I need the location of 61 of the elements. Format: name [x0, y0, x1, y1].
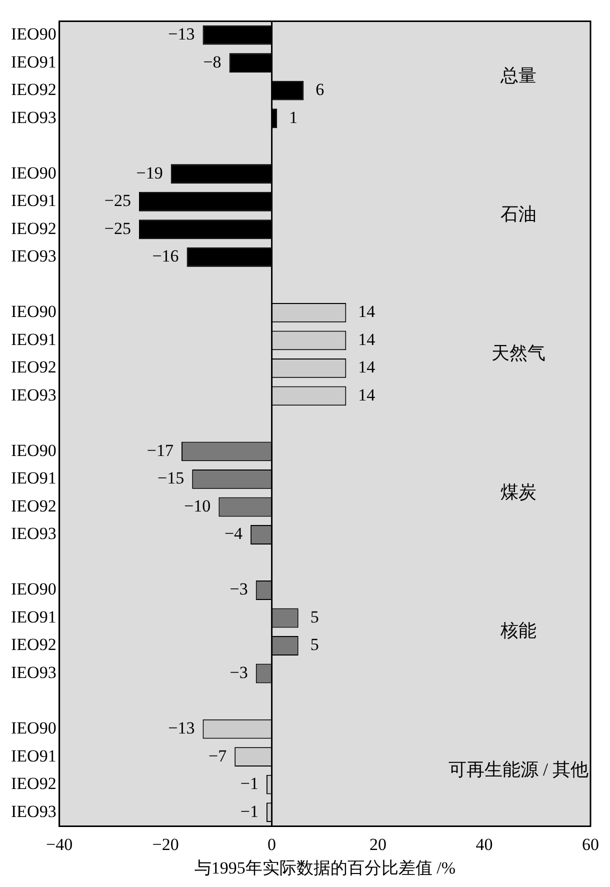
x-tick-label: −40: [46, 834, 73, 854]
y-tick-label: IEO91: [10, 191, 56, 210]
y-tick-label: IEO92: [10, 774, 56, 794]
y-tick-label: IEO90: [10, 580, 56, 599]
data-label: 14: [358, 330, 376, 349]
annotation: 总量: [500, 65, 536, 86]
data-label: −10: [184, 496, 211, 516]
data-label: −3: [230, 580, 248, 599]
y-tick-label: IEO92: [10, 635, 56, 654]
data-label: −1: [240, 802, 258, 821]
data-label: 14: [358, 302, 376, 322]
y-tick-label: IEO92: [10, 358, 56, 377]
x-tick-label: −20: [152, 834, 179, 854]
data-label: 5: [310, 635, 319, 654]
data-label: −25: [104, 191, 131, 210]
y-tick-label: IEO91: [10, 52, 56, 72]
data-label: 14: [358, 358, 376, 377]
annotation: 可再生能源 / 其他: [448, 759, 589, 780]
y-tick-label: IEO93: [10, 802, 56, 821]
x-tick-label: 20: [370, 834, 387, 854]
data-label: −25: [104, 218, 131, 238]
data-label: −3: [230, 662, 248, 682]
annotation: 煤炭: [500, 482, 536, 502]
y-tick-label: IEO93: [10, 246, 56, 266]
data-label: −13: [168, 718, 195, 738]
y-tick-label: IEO93: [10, 385, 56, 404]
data-label: −4: [224, 524, 244, 544]
data-label: 14: [358, 385, 376, 404]
data-label: −13: [168, 24, 195, 44]
y-tick-label: IEO90: [10, 302, 56, 322]
y-tick-label: IEO91: [10, 746, 56, 766]
x-tick-label: 0: [268, 834, 276, 854]
y-tick-label: IEO91: [10, 468, 56, 488]
y-tick-label: IEO90: [10, 24, 56, 44]
annotation: 核能: [500, 620, 536, 641]
data-label: −15: [158, 468, 184, 488]
y-tick-label: IEO90: [10, 718, 56, 738]
data-label: 6: [316, 80, 324, 100]
y-tick-label: IEO92: [10, 218, 56, 238]
data-label: −8: [203, 52, 222, 72]
y-tick-label: IEO93: [10, 524, 56, 544]
y-tick-label: IEO90: [10, 440, 56, 460]
y-tick-label: IEO90: [10, 163, 56, 182]
data-label: −7: [208, 746, 228, 766]
annotation: 天然气: [492, 343, 546, 364]
y-tick-label: IEO93: [10, 108, 56, 127]
data-label: −1: [240, 774, 258, 794]
y-tick-label: IEO92: [10, 80, 56, 100]
y-tick-label: IEO91: [10, 330, 56, 349]
y-tick-label: IEO92: [10, 496, 56, 516]
x-axis-title: 与1995年实际数据的百分比差值 /%: [194, 858, 456, 878]
x-tick-label: 60: [582, 834, 599, 854]
data-label: −17: [146, 440, 174, 460]
data-label: −16: [152, 246, 179, 266]
data-label: 1: [289, 108, 298, 127]
data-label: −19: [136, 163, 163, 182]
y-tick-label: IEO91: [10, 607, 56, 626]
y-tick-label: IEO93: [10, 662, 56, 682]
data-label: 5: [310, 607, 319, 626]
x-tick-label: 40: [476, 834, 493, 854]
annotation: 石油: [500, 204, 536, 224]
